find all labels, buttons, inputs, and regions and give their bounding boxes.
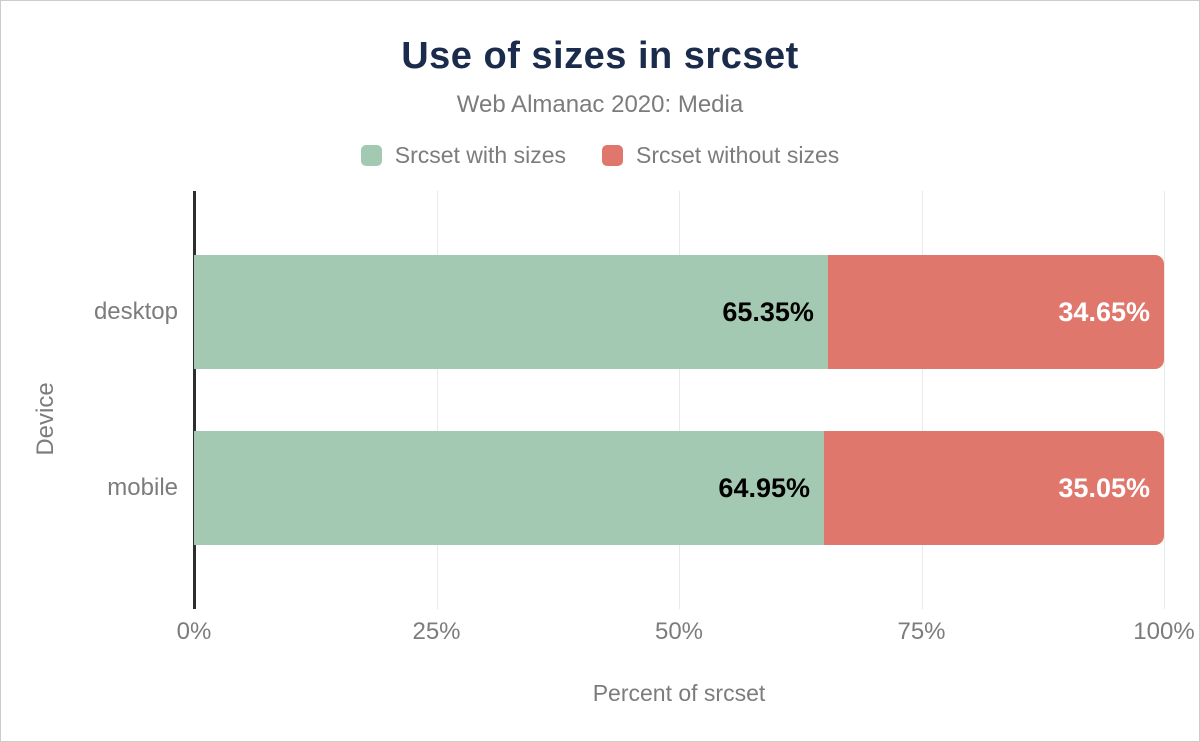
legend: Srcset with sizes Srcset without sizes bbox=[1, 142, 1199, 169]
y-axis-line bbox=[193, 191, 196, 609]
x-tick-0: 0% bbox=[176, 618, 212, 645]
legend-swatch-icon bbox=[602, 145, 623, 166]
legend-label: Srcset with sizes bbox=[394, 142, 566, 168]
chart-title: Use of sizes in srcset bbox=[401, 35, 799, 77]
bar-segment: 65.35% bbox=[194, 255, 828, 369]
bar-row-mobile: mobile 64.95% 35.05% bbox=[107, 431, 1164, 545]
category-label: mobile bbox=[107, 474, 178, 501]
x-tick-25: 25% bbox=[412, 618, 461, 645]
legend-item-without-sizes: Srcset without sizes bbox=[602, 142, 839, 169]
gridline-25 bbox=[436, 191, 438, 609]
x-tick-50: 50% bbox=[654, 618, 704, 645]
bar-row-desktop: desktop 65.35% 34.65% bbox=[94, 255, 1164, 369]
chart-subtitle: Web Almanac 2020: Media bbox=[456, 91, 744, 118]
category-label: desktop bbox=[93, 298, 178, 325]
bar-value-label: 64.95% bbox=[718, 472, 810, 503]
y-axis-title: Device bbox=[32, 382, 59, 456]
legend-swatch-icon bbox=[360, 145, 382, 166]
bar-segment: 35.05% bbox=[824, 431, 1164, 545]
x-tick-75: 75% bbox=[897, 618, 946, 645]
gridline-100 bbox=[1164, 191, 1165, 609]
bar-value-label: 35.05% bbox=[1058, 472, 1150, 503]
bar-value-label: 34.65% bbox=[1058, 296, 1150, 327]
x-axis-title: Percent of srcset bbox=[592, 680, 766, 706]
bar-segment: 64.95% bbox=[194, 431, 824, 545]
legend-label: Srcset without sizes bbox=[636, 142, 840, 168]
bar-value-label: 65.35% bbox=[722, 296, 814, 327]
legend-item-with-sizes: Srcset with sizes bbox=[360, 142, 566, 169]
x-tick-100: 100% bbox=[1133, 618, 1195, 645]
gridline-75 bbox=[921, 191, 923, 609]
plot-area: desktop 65.35% 34.65% mobile 64.95% 35.05% 0%… bbox=[94, 191, 1195, 645]
bar-segment: 34.65% bbox=[827, 255, 1164, 369]
gridline-50 bbox=[679, 191, 680, 609]
